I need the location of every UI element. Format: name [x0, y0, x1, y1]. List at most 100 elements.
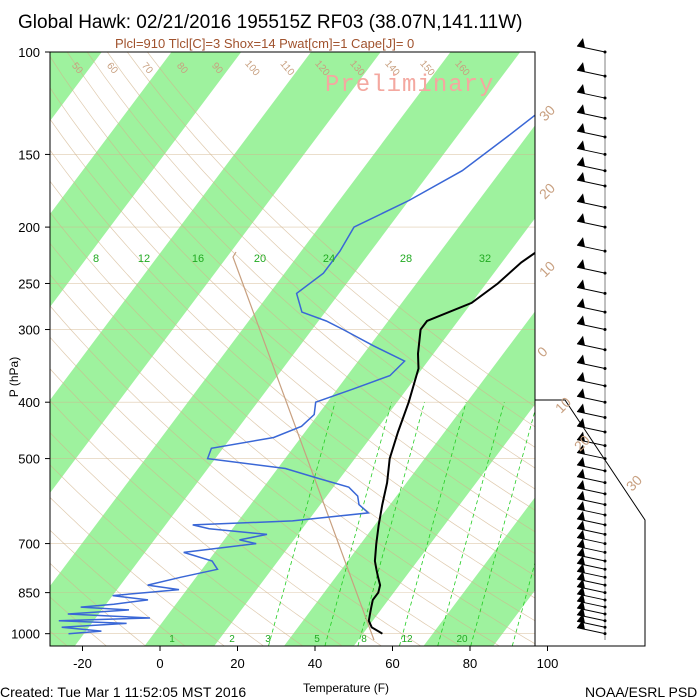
wind-pennant	[577, 578, 585, 589]
wind-dot	[603, 583, 607, 587]
mixing-ratio-line	[511, 561, 535, 646]
wind-pennant	[577, 140, 585, 151]
wind-pennant	[577, 500, 585, 511]
wind-dot	[603, 591, 607, 595]
wind-pennant	[577, 388, 585, 399]
temperature-band	[50, 52, 381, 493]
y-tick-label: 300	[18, 323, 40, 338]
wind-dot	[603, 116, 607, 120]
wind-pennant	[577, 538, 585, 549]
isotherm-label: 10	[536, 258, 558, 280]
dry-adiabat	[50, 274, 500, 646]
created-timestamp: Created: Tue Mar 1 11:52:05 MST 2016	[0, 684, 247, 700]
dry-adiabat	[50, 211, 535, 622]
mixing-ratio-line	[357, 402, 425, 646]
temperature-bands	[50, 52, 535, 646]
wind-pennant	[577, 84, 585, 95]
mixing-ratio-label: 32	[479, 253, 491, 265]
mixing-ratio-label: 28	[400, 253, 412, 265]
wind-pennant	[577, 520, 585, 531]
wind-pennant	[577, 172, 585, 183]
wind-dot	[603, 550, 607, 554]
wind-barbs	[576, 38, 607, 640]
wind-dot	[603, 152, 607, 156]
dry-adiabat	[50, 464, 264, 646]
wind-pennant	[577, 259, 585, 270]
wind-pennant	[577, 555, 585, 566]
wind-dot	[603, 523, 607, 527]
dry-adiabat	[50, 118, 535, 555]
preliminary-watermark: Preliminary	[325, 72, 495, 99]
wind-pennant	[577, 335, 585, 346]
wind-dot	[603, 619, 607, 623]
dry-adiabat	[127, 52, 535, 428]
mixing-ratio-line	[268, 402, 336, 646]
y-axis-label: P (hPa)	[7, 356, 22, 398]
wind-pennant	[577, 38, 585, 48]
wind-dot	[603, 169, 607, 173]
wind-dot	[603, 416, 607, 420]
dry-adiabat	[50, 630, 68, 646]
wind-pennant	[577, 571, 585, 582]
wind-dot	[603, 457, 607, 461]
dry-adiabat	[50, 336, 421, 646]
wind-dot	[603, 135, 607, 139]
wind-dot	[603, 74, 607, 78]
wind-dot	[603, 575, 607, 579]
dry-adiabat	[50, 562, 146, 646]
y-tick-label: 850	[18, 586, 40, 601]
x-tick-label: 60	[385, 656, 399, 671]
isopleth-lines	[50, 52, 535, 646]
isotherm-label: 20	[536, 180, 558, 202]
chart-title: Global Hawk: 02/21/2016 195515Z RF03 (38…	[18, 12, 523, 33]
theta-label: 70	[139, 61, 155, 77]
y-tick-label: 200	[18, 220, 40, 235]
wind-pennant	[577, 104, 585, 115]
wind-dot	[603, 598, 607, 602]
wind-pennant	[577, 62, 585, 73]
wind-pennant	[577, 456, 585, 467]
wind-dot	[603, 503, 607, 507]
dry-adiabat	[50, 496, 225, 646]
wind-pennant	[577, 279, 585, 290]
wind-pennant	[577, 431, 585, 442]
temperature-band	[423, 497, 535, 646]
wind-dot	[603, 225, 607, 229]
wind-dot	[603, 567, 607, 571]
wind-dot	[603, 559, 607, 563]
y-tick-label: 1000	[11, 627, 40, 642]
dry-adiabat	[50, 242, 535, 645]
wind-barb-box	[534, 52, 646, 647]
mixing-ratio-label: 12	[138, 253, 150, 265]
wind-dot	[603, 384, 607, 388]
mixing-ratio-bottom-label: 8	[361, 634, 367, 645]
wind-dot	[603, 205, 607, 209]
wind-pennant	[577, 585, 585, 596]
temperature-band	[284, 311, 535, 646]
wind-pennant	[577, 315, 585, 326]
wind-pennant	[577, 237, 585, 248]
wind-dot	[603, 328, 607, 332]
mixing-ratio-bottom-label: 2	[229, 634, 235, 645]
wind-dot	[603, 430, 607, 434]
dry-adiabat	[147, 52, 535, 407]
wind-pennant	[577, 468, 585, 479]
x-tick-label: -20	[73, 656, 92, 671]
y-tick-label: 150	[18, 147, 40, 162]
theta-label: 60	[104, 61, 120, 77]
parcel-curve	[232, 251, 375, 641]
mixing-ratio-label: 8	[93, 253, 99, 265]
wind-dot	[603, 469, 607, 473]
dry-adiabat	[66, 52, 535, 490]
wind-dot	[603, 96, 607, 100]
theta-label: 100	[242, 58, 261, 78]
isotherm-label: 20	[571, 432, 593, 454]
wind-dot	[603, 310, 607, 314]
wind-pennant	[577, 354, 585, 365]
chart-subtitle: Plcl=910 Tlcl[C]=3 Shox=14 Pwat[cm]=1 Ca…	[115, 36, 415, 51]
y-tick-label: 500	[18, 452, 40, 467]
temperature-band	[50, 52, 242, 307]
dry-adiabat	[50, 305, 461, 646]
isotherm-label: 0	[534, 343, 551, 360]
